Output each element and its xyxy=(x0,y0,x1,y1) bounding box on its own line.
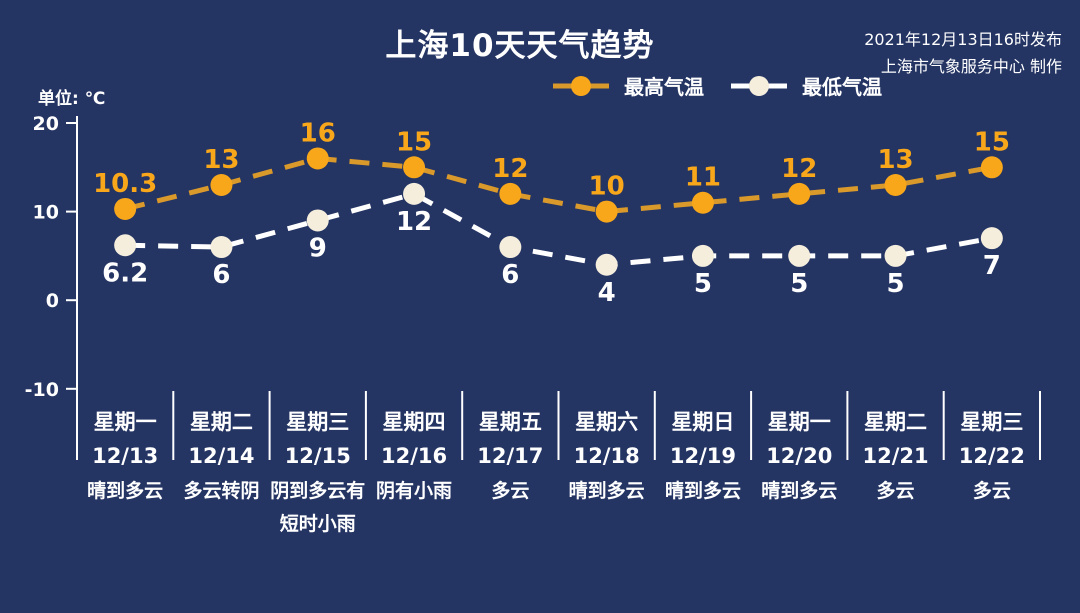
high-temp-point xyxy=(788,182,811,205)
high-temp-value-label: 11 xyxy=(685,163,721,193)
high-temp-point xyxy=(595,200,618,223)
high-temp-line xyxy=(124,155,993,215)
low-temp-value-label: 5 xyxy=(887,269,905,299)
day-label: 星期三 xyxy=(286,410,349,434)
low-temp-value-label: 6.2 xyxy=(102,258,148,288)
weather-label: 多云 xyxy=(877,479,915,502)
legend-marker-icon xyxy=(731,75,787,96)
high-temp-value-label: 12 xyxy=(492,154,528,184)
day-label: 星期一 xyxy=(768,410,831,434)
legend-label: 最高气温 xyxy=(624,75,704,99)
date-label: 12/20 xyxy=(766,444,832,468)
day-label: 星期日 xyxy=(671,410,734,434)
low-temp-point xyxy=(691,244,714,267)
date-label: 12/14 xyxy=(188,444,254,468)
date-label: 12/22 xyxy=(959,444,1025,468)
publish-author: 上海市气象服务中心 制作 xyxy=(880,57,1062,76)
weather-label: 晴到多云 xyxy=(569,479,645,502)
high-temp-point xyxy=(980,156,1003,179)
weather-label: 阴到多云有 xyxy=(270,479,365,502)
high-temp-point xyxy=(691,191,714,214)
low-temp-value-label: 6 xyxy=(212,260,230,290)
weather-label: 短时小雨 xyxy=(280,512,356,535)
high-temp-value-label: 10 xyxy=(589,172,625,202)
day-label: 星期四 xyxy=(383,410,446,434)
high-temp-value-label: 13 xyxy=(203,145,239,175)
date-label: 12/13 xyxy=(92,444,158,468)
legend-item-high: 最高气温 xyxy=(552,71,704,100)
low-temp-value-label: 4 xyxy=(598,278,616,308)
page-title: 上海10天天气趋势 xyxy=(385,28,655,64)
high-temp-point xyxy=(403,156,426,179)
legend-label: 最低气温 xyxy=(802,75,882,99)
legend: 最高气温 最低气温 xyxy=(552,71,882,100)
publish-info: 2021年12月13日16时发布 上海市气象服务中心 制作 xyxy=(864,26,1062,80)
publish-time: 2021年12月13日16时发布 xyxy=(864,30,1062,49)
date-label: 12/15 xyxy=(285,444,351,468)
day-label: 星期六 xyxy=(575,410,638,434)
weather-label: 阴有小雨 xyxy=(376,479,452,502)
legend-item-low: 最低气温 xyxy=(730,71,882,100)
low-temp-line xyxy=(125,191,993,268)
low-temp-point xyxy=(884,244,907,267)
day-label: 星期五 xyxy=(479,410,542,434)
low-temp-value-label: 5 xyxy=(790,269,808,299)
high-temp-value-label: 10.3 xyxy=(93,169,157,199)
low-temp-point xyxy=(980,227,1003,250)
weather-label: 多云 xyxy=(491,479,529,502)
high-temp-point xyxy=(306,147,329,170)
unit-label: 单位: ℃ xyxy=(38,89,106,109)
day-label: 星期二 xyxy=(190,410,253,434)
low-temp-value-label: 7 xyxy=(983,251,1001,281)
weather-label: 晴到多云 xyxy=(761,479,837,502)
high-temp-value-label: 16 xyxy=(300,118,336,148)
weather-label: 晴到多云 xyxy=(87,479,163,502)
low-temp-point xyxy=(595,253,618,276)
high-temp-value-label: 13 xyxy=(877,145,913,175)
high-temp-point xyxy=(210,174,233,197)
y-tick-label: 0 xyxy=(46,290,59,312)
low-temp-point xyxy=(788,244,811,267)
low-temp-value-label: 12 xyxy=(396,207,432,237)
date-label: 12/19 xyxy=(670,444,736,468)
day-label: 星期一 xyxy=(94,410,157,434)
y-tick-label: 10 xyxy=(33,202,59,224)
low-temp-point xyxy=(403,182,426,205)
date-label: 12/21 xyxy=(862,444,928,468)
high-temp-point xyxy=(884,174,907,197)
weather-label: 晴到多云 xyxy=(665,479,741,502)
date-label: 12/18 xyxy=(574,444,640,468)
high-temp-value-label: 12 xyxy=(781,154,817,184)
high-temp-value-label: 15 xyxy=(396,127,432,157)
weather-label: 多云 xyxy=(973,479,1011,502)
day-label: 星期二 xyxy=(864,410,927,434)
high-temp-value-label: 15 xyxy=(974,127,1010,157)
low-temp-point xyxy=(306,209,329,232)
day-label: 星期三 xyxy=(960,410,1023,434)
date-label: 12/17 xyxy=(477,444,543,468)
date-label: 12/16 xyxy=(381,444,447,468)
low-temp-value-label: 9 xyxy=(309,233,327,263)
low-temp-value-label: 5 xyxy=(694,269,712,299)
high-temp-point xyxy=(499,182,522,205)
low-temp-point xyxy=(210,236,233,259)
y-tick-label: 20 xyxy=(33,113,59,135)
low-temp-point xyxy=(499,236,522,259)
high-temp-point xyxy=(114,197,137,220)
y-tick-label: -10 xyxy=(25,379,59,401)
low-temp-value-label: 6 xyxy=(501,260,519,290)
low-temp-point xyxy=(114,234,137,257)
legend-marker-icon xyxy=(553,75,609,96)
weather-label: 多云转阴 xyxy=(183,479,259,502)
